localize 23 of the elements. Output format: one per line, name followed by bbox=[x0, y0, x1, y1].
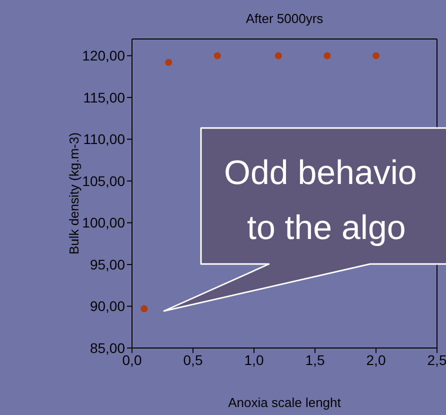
y-tick-label: 95,00 bbox=[90, 256, 126, 272]
x-axis-title: Anoxia scale lenght bbox=[228, 395, 342, 410]
y-tick-label: 115,00 bbox=[83, 89, 126, 106]
point bbox=[324, 52, 331, 60]
x-tick-label: 1,5 bbox=[305, 352, 325, 368]
point bbox=[372, 52, 380, 60]
y-tick-label: 120,00 bbox=[82, 48, 126, 64]
y-tick-label: 110,00 bbox=[83, 131, 126, 148]
y-tick-label: 90,00 bbox=[90, 298, 126, 314]
x-tick-label: 2,0 bbox=[366, 352, 386, 368]
point bbox=[214, 52, 221, 60]
annotation: Odd behavio bbox=[224, 154, 417, 192]
x-tick-label: 1,0 bbox=[244, 352, 264, 368]
x-tick-label: 0,5 bbox=[183, 352, 203, 368]
x-tick-label: 2,5 bbox=[427, 352, 446, 368]
y-tick-label: 105,00 bbox=[82, 172, 126, 189]
y-axis-title: Bulk density (kg.m-3) bbox=[66, 132, 82, 255]
point bbox=[165, 58, 172, 66]
point bbox=[140, 305, 148, 312]
annotation: to the algo bbox=[247, 209, 406, 247]
chart-title: After 5000yrs bbox=[244, 11, 324, 26]
point bbox=[274, 52, 282, 60]
y-tick-label: 100,00 bbox=[82, 214, 126, 231]
